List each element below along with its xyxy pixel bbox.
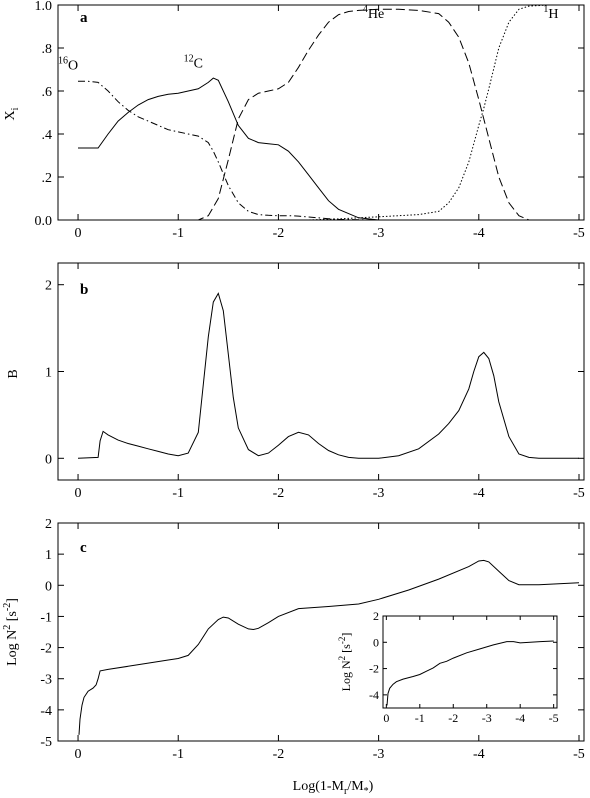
inset-ticks: 0 -1 -2 -3 -4 -5 -4 -2 0 2 <box>369 609 559 725</box>
x-tick-label: -2 <box>273 486 285 501</box>
inset-frame <box>382 615 558 709</box>
panel-c-series <box>78 559 580 735</box>
x-tick-label: -5 <box>549 711 559 725</box>
panel-b-ylabel: B <box>6 369 21 378</box>
inset-background <box>380 615 560 708</box>
series-line-solid <box>78 559 580 735</box>
y-tick-label: -1 <box>40 610 52 625</box>
y-tick-label: 2 <box>45 517 52 532</box>
x-tick-label: -2 <box>273 226 285 241</box>
y-tick-label: 0 <box>45 579 52 594</box>
species-label: 4He <box>363 4 384 22</box>
x-tick-label: -1 <box>172 747 184 762</box>
y-tick-label: 2 <box>45 279 52 294</box>
x-tick-label: -2 <box>273 747 285 762</box>
panel-a-ylabel: Xi <box>3 107 21 120</box>
x-tick-label: -1 <box>172 226 184 241</box>
panel-c-label: c <box>80 540 87 556</box>
panel-b-label: b <box>80 282 88 298</box>
panel-a-ticks: 0 -1 -2 -3 -4 -5 0.0 .2 .4 .6 .8 1.0 <box>35 0 585 241</box>
x-tick-label: -5 <box>573 747 585 762</box>
x-tick-label: 0 <box>383 711 389 725</box>
y-tick-label: 0.0 <box>35 214 53 229</box>
y-tick-label: 1.0 <box>35 0 53 14</box>
panel-b-frame <box>57 262 585 481</box>
panel-c-frame <box>57 522 585 742</box>
x-tick-label: 0 <box>75 747 82 762</box>
x-tick-label: -1 <box>172 486 184 501</box>
panel-c-inset: 0 -1 -2 -3 -4 -5 -4 -2 0 2 Log N2 [s-2] <box>337 609 560 725</box>
panel-a-annotations: 16O 12C 4He 1H <box>58 4 559 74</box>
y-tick-label: -4 <box>40 704 52 719</box>
x-tick-label: -4 <box>473 226 485 241</box>
x-axis-label: Log(1-Mr/M*) <box>293 779 374 797</box>
y-tick-label: 0 <box>45 452 52 467</box>
x-tick-label: -4 <box>515 711 525 725</box>
x-tick-label: 0 <box>75 486 82 501</box>
x-tick-label: -3 <box>482 711 492 725</box>
series-line-solid <box>386 640 554 706</box>
x-tick-label: -4 <box>473 486 485 501</box>
inset-ylabel: Log N2 [s-2] <box>337 633 353 692</box>
panel-a-frame <box>57 4 585 221</box>
series-line-dashdot <box>78 80 579 221</box>
y-tick-label: -5 <box>40 735 52 750</box>
series-line-solid <box>78 77 579 221</box>
x-tick-label: -5 <box>573 226 585 241</box>
x-tick-label: -2 <box>448 711 458 725</box>
y-tick-label: 0 <box>373 635 379 649</box>
panel-b: b 0 -1 -2 -3 -4 -5 0 1 2 B <box>6 262 585 501</box>
x-tick-label: -3 <box>373 226 385 241</box>
x-tick-label: -1 <box>415 711 425 725</box>
x-tick-label: -4 <box>473 747 485 762</box>
y-tick-label: -3 <box>40 673 52 688</box>
species-label: 1H <box>543 4 558 22</box>
panel-c-ylabel: Log N2 [s-2] <box>2 598 20 666</box>
species-label: 12C <box>184 53 203 71</box>
series-line-dashed <box>78 8 579 221</box>
y-tick-label: -2 <box>40 642 52 657</box>
panel-a-label: a <box>80 10 88 26</box>
y-tick-label: 1 <box>45 366 52 381</box>
species-label: 16O <box>58 56 78 74</box>
panel-a-series <box>78 4 579 221</box>
y-tick-label: .8 <box>42 42 53 57</box>
x-tick-label: -3 <box>373 747 385 762</box>
y-tick-label: 1 <box>45 548 52 563</box>
x-tick-label: -5 <box>573 486 585 501</box>
panel-b-series <box>77 292 579 459</box>
y-tick-label: .6 <box>42 85 53 100</box>
series-line-dotted <box>78 4 579 221</box>
y-tick-label: .2 <box>42 171 53 186</box>
series-line-solid <box>77 292 579 459</box>
y-tick-label: -4 <box>369 688 379 702</box>
inset-series <box>386 640 554 706</box>
panel-c-ticks: 0 -1 -2 -3 -4 -5 -5 -4 -3 -2 -1 0 1 2 <box>40 517 584 762</box>
y-tick-label: .4 <box>42 128 53 143</box>
x-tick-label: 0 <box>75 226 82 241</box>
y-tick-label: -2 <box>369 662 379 676</box>
x-tick-label: -3 <box>373 486 385 501</box>
panel-b-ticks: 0 -1 -2 -3 -4 -5 0 1 2 <box>45 263 585 501</box>
y-tick-label: 2 <box>373 609 379 623</box>
